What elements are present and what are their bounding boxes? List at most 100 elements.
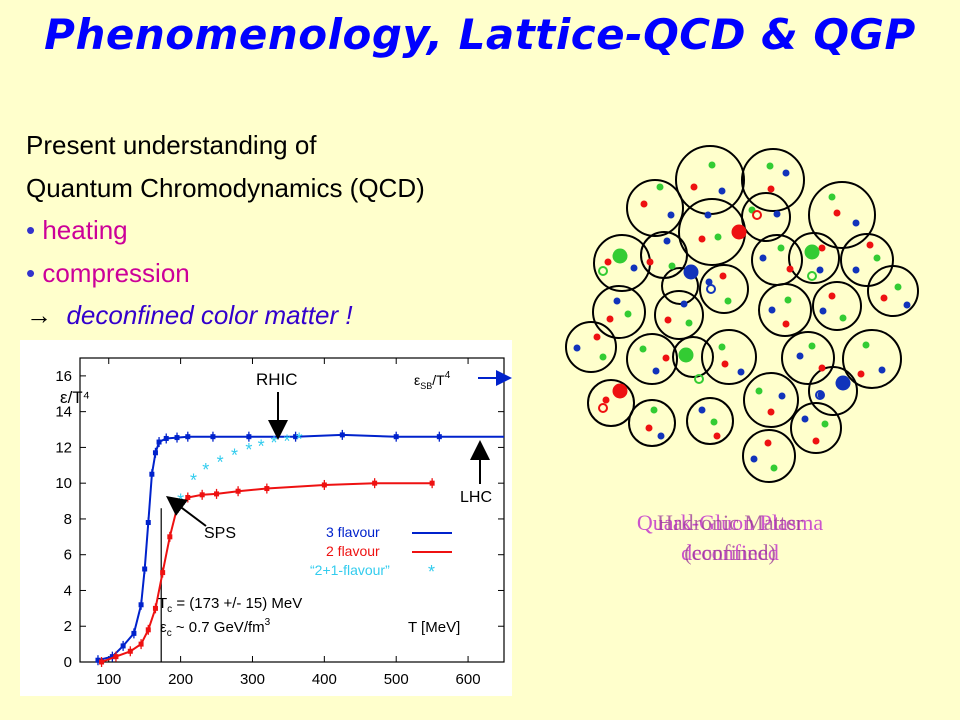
- quark-dot: [599, 353, 607, 361]
- quark-dot: [773, 210, 781, 218]
- quark-dot: [704, 211, 712, 219]
- quark-dot: [668, 262, 676, 270]
- data-point: [429, 480, 435, 486]
- quark-dot: [782, 320, 790, 328]
- rhic-label: RHIC: [256, 370, 298, 389]
- quark-dot: [664, 316, 672, 324]
- hadron-bag: [840, 233, 894, 287]
- quark-dot: [786, 265, 794, 273]
- x-axis-label: T [MeV]: [408, 619, 460, 636]
- hadron-bag: [788, 232, 840, 284]
- quark-dot: [667, 211, 675, 219]
- quark-dot: [766, 162, 774, 170]
- data-point: [142, 566, 148, 572]
- quark-dot: [657, 432, 665, 440]
- bullet-mark: •: [26, 257, 36, 288]
- plot-frame: [79, 357, 505, 663]
- antiquark-ring: [752, 210, 762, 220]
- legend-2p1-marker: *: [428, 562, 435, 582]
- quark-dot: [718, 343, 726, 351]
- hadron-bag: [686, 397, 734, 445]
- qgp-label: Quark-Gluon Plasma: [636, 510, 824, 535]
- quark-dot: [680, 300, 688, 308]
- deconfined-text: deconfined color matter !: [66, 300, 353, 330]
- y-tick-label: 14: [55, 404, 72, 421]
- y-tick-label: 4: [64, 582, 72, 599]
- gluon-dot: [612, 383, 628, 399]
- data-point: [174, 435, 180, 441]
- quark-dot: [818, 244, 826, 252]
- sps-arrow: [166, 496, 207, 527]
- quark-dot: [713, 432, 721, 440]
- quark-dot: [759, 254, 767, 262]
- hadron-bag: [640, 231, 688, 279]
- hadron-bag: [678, 198, 746, 266]
- hadron-bag: [626, 179, 684, 237]
- data-point: [152, 605, 158, 611]
- hadron-bag: [675, 145, 745, 215]
- hadron-bag: [592, 285, 646, 339]
- quark-dot: [880, 294, 888, 302]
- quark-dot: [737, 368, 745, 376]
- quark-dot: [719, 272, 727, 280]
- quark-dot: [698, 406, 706, 414]
- gluon-dot: [804, 244, 820, 260]
- quark-dot: [724, 297, 732, 305]
- quark-dot: [818, 364, 826, 372]
- data-point-star: *: [202, 460, 209, 480]
- hadron-bag: [587, 379, 635, 427]
- quark-dot: [764, 439, 772, 447]
- antiquark-ring: [598, 266, 608, 276]
- data-point: [160, 570, 166, 576]
- data-point: [393, 434, 399, 440]
- y-tick-label: 16: [55, 368, 72, 385]
- data-point: [138, 641, 144, 647]
- hadron-bag: [812, 281, 862, 331]
- data-point: [109, 654, 115, 660]
- quark-dot: [656, 183, 664, 191]
- hadron-bag: [741, 192, 791, 242]
- quark-dot: [778, 392, 786, 400]
- quark-dot: [767, 408, 775, 416]
- quark-dot: [852, 266, 860, 274]
- quark-dot: [714, 233, 722, 241]
- data-point-star: *: [190, 471, 197, 491]
- x-tick-label: 100: [96, 671, 121, 688]
- page-title: Phenomenology, Lattice-QCD & QGP: [44, 10, 916, 59]
- data-point: [138, 602, 144, 608]
- ec-text: εc ~ 0.7 GeV/fm3: [160, 617, 271, 639]
- antiquark-ring: [694, 374, 704, 384]
- hadron-bag: [781, 331, 835, 385]
- data-point: [293, 434, 299, 440]
- data-point: [246, 434, 252, 440]
- data-point: [185, 494, 191, 500]
- legend-2-flavour: 2 flavour: [326, 543, 380, 559]
- bullet-mark: •: [26, 215, 36, 245]
- quark-dot: [839, 314, 847, 322]
- hadron-bag: [593, 234, 651, 292]
- quark-dot: [839, 379, 847, 387]
- antiquark-ring: [598, 403, 608, 413]
- quark-dot: [817, 391, 825, 399]
- hadronic-label: Hadronic Matter: [657, 510, 803, 535]
- quark-dot: [768, 306, 776, 314]
- quark-dot: [784, 296, 792, 304]
- hadron-bag: [808, 181, 876, 249]
- x-tick-label: 500: [384, 671, 409, 688]
- y-tick-label: 2: [64, 618, 72, 635]
- bullet-compression: • compression: [26, 252, 425, 295]
- quark-dot: [652, 367, 660, 375]
- hadron-bag: [699, 264, 749, 314]
- gluon-dot: [835, 375, 851, 391]
- quark-dot: [801, 415, 809, 423]
- quark-dot: [828, 292, 836, 300]
- data-point: [264, 486, 270, 492]
- quark-dot: [819, 307, 827, 315]
- quark-dot: [903, 301, 911, 309]
- data-point: [185, 434, 191, 440]
- y-axis-label: ε/T⁴: [60, 388, 90, 407]
- hadron-bag: [743, 372, 799, 428]
- gluon-dot: [678, 347, 694, 363]
- lhc-label: LHC: [460, 489, 492, 506]
